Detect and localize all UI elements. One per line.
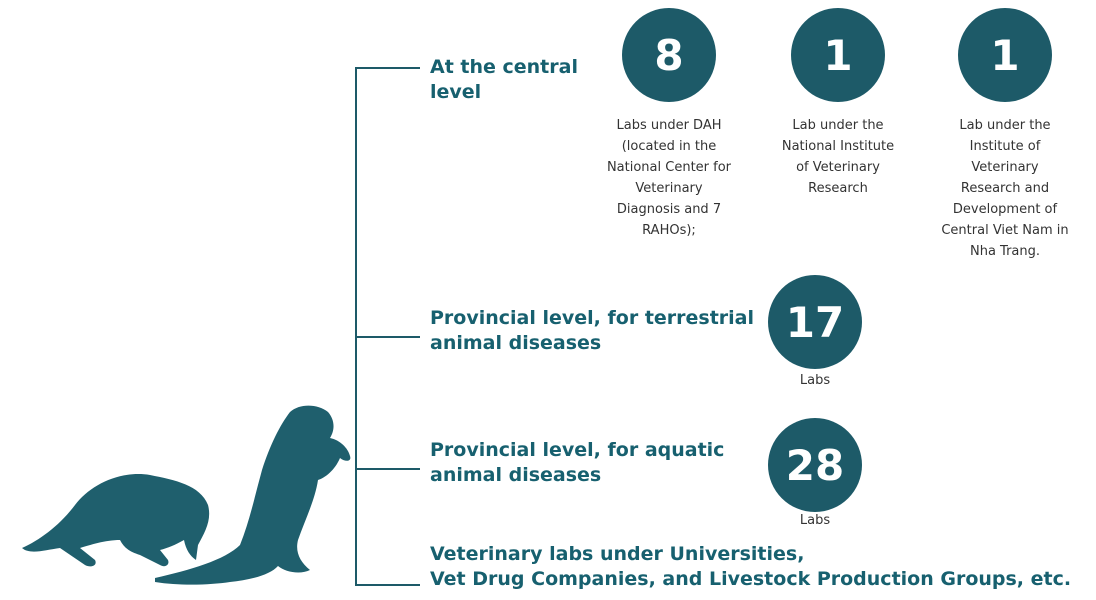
count-circle: 28 bbox=[768, 418, 862, 512]
count-caption: Labs bbox=[765, 370, 865, 391]
count-circle: 17 bbox=[768, 275, 862, 369]
count-circle: 8 bbox=[622, 8, 716, 102]
level-label: At the central level bbox=[430, 55, 600, 105]
infographic: At the central level 8 Labs under DAH (loc… bbox=[0, 0, 1096, 600]
level-label: Provincial level, for aquatic animal dis… bbox=[430, 438, 730, 488]
count-caption: Labs under DAH (located in the National … bbox=[605, 115, 733, 241]
level-label: Provincial level, for terrestrial animal… bbox=[430, 306, 760, 356]
count-circle: 1 bbox=[958, 8, 1052, 102]
level-label: Veterinary labs under Universities, Vet … bbox=[430, 542, 1090, 592]
otter-lying bbox=[22, 474, 209, 566]
count-caption: Labs bbox=[765, 510, 865, 531]
count-circle: 1 bbox=[791, 8, 885, 102]
count-caption: Lab under the National Institute of Vete… bbox=[774, 115, 902, 199]
bracket bbox=[355, 68, 420, 586]
count-caption: Lab under the Institute of Veterinary Re… bbox=[941, 115, 1069, 262]
